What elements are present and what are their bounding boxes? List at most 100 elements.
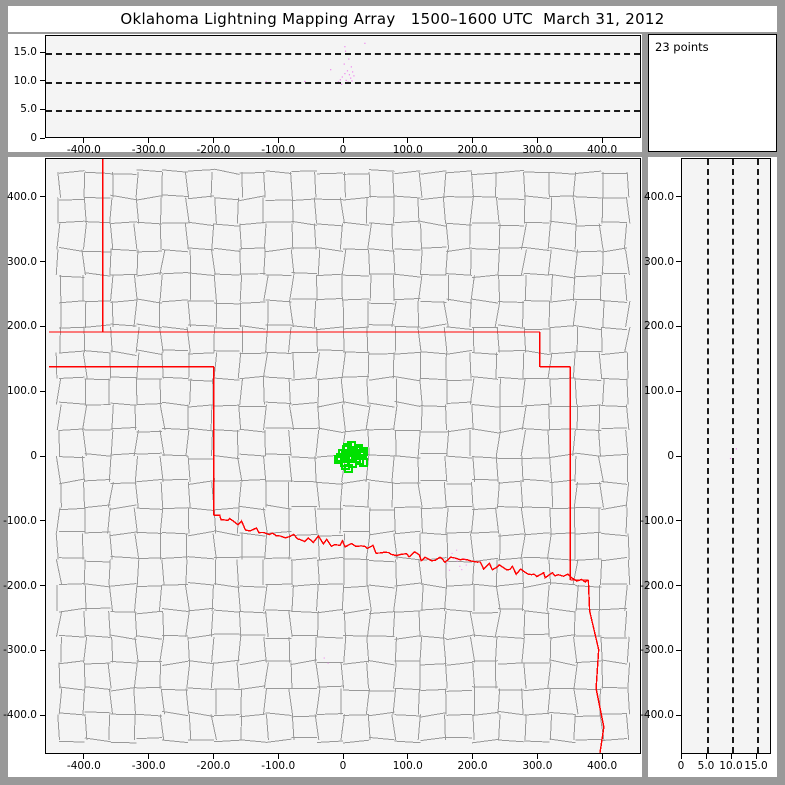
county-border bbox=[420, 404, 423, 431]
county-border bbox=[549, 532, 576, 535]
altitude-vs-east-plot[interactable] bbox=[45, 35, 641, 138]
county-border bbox=[135, 197, 140, 224]
x-tick bbox=[705, 754, 707, 759]
county-border bbox=[57, 714, 60, 741]
county-border bbox=[162, 271, 189, 275]
county-border bbox=[366, 662, 370, 689]
county-border bbox=[162, 454, 189, 457]
county-border bbox=[469, 352, 472, 379]
county-border bbox=[160, 688, 166, 715]
y-tick-label: 5.0 bbox=[20, 103, 37, 116]
county-border bbox=[601, 532, 628, 537]
county-border bbox=[58, 350, 85, 354]
county-border bbox=[317, 404, 321, 431]
county-border bbox=[572, 352, 576, 379]
county-border bbox=[189, 378, 192, 405]
county-border bbox=[497, 662, 524, 665]
county-border bbox=[572, 275, 576, 302]
county-border bbox=[288, 326, 292, 353]
county-border bbox=[317, 326, 344, 331]
county-border bbox=[445, 507, 449, 534]
county-border bbox=[82, 404, 88, 431]
y-tick bbox=[40, 80, 45, 82]
map-plot[interactable] bbox=[45, 158, 641, 754]
county-border bbox=[420, 405, 447, 408]
county-border bbox=[573, 481, 579, 508]
county-border bbox=[548, 559, 552, 586]
county-border bbox=[419, 533, 422, 560]
county-border bbox=[523, 197, 526, 224]
county-border bbox=[210, 714, 218, 741]
county-border bbox=[549, 711, 576, 715]
county-border bbox=[446, 273, 473, 276]
county-border bbox=[550, 197, 553, 224]
county-border bbox=[472, 714, 475, 741]
x-tick-label: 15.0 bbox=[744, 760, 768, 772]
county-border bbox=[162, 401, 189, 407]
county-border bbox=[317, 376, 344, 381]
county-border bbox=[394, 556, 421, 561]
county-border bbox=[342, 558, 369, 561]
county-border bbox=[393, 197, 395, 224]
county-border bbox=[82, 430, 87, 457]
county-border bbox=[59, 275, 62, 302]
county-border bbox=[394, 400, 421, 407]
county-border bbox=[213, 530, 240, 537]
county-border bbox=[470, 481, 474, 508]
source-point bbox=[461, 568, 463, 571]
county-border bbox=[58, 170, 85, 174]
county-border bbox=[472, 507, 498, 511]
y-tick bbox=[676, 714, 681, 716]
county-border bbox=[187, 711, 214, 718]
county-border bbox=[521, 559, 524, 586]
county-border bbox=[599, 275, 602, 302]
county-border bbox=[394, 248, 421, 251]
county-border bbox=[576, 326, 579, 353]
county-border bbox=[213, 609, 240, 613]
gridline-x-1 bbox=[732, 159, 734, 753]
county-border bbox=[342, 401, 369, 408]
flash-marker[interactable] bbox=[345, 452, 355, 462]
x-tick bbox=[148, 138, 150, 143]
county-border bbox=[288, 455, 293, 482]
county-border bbox=[547, 430, 550, 457]
y-tick bbox=[40, 108, 45, 110]
flash-marker[interactable] bbox=[343, 442, 353, 452]
altitude-vs-north-plot[interactable] bbox=[681, 158, 771, 754]
flash-marker[interactable] bbox=[357, 449, 367, 459]
county-border bbox=[523, 272, 550, 276]
county-border bbox=[497, 533, 524, 537]
county-border bbox=[445, 249, 449, 276]
county-border bbox=[625, 481, 630, 508]
county-border bbox=[239, 611, 266, 614]
county-border bbox=[291, 272, 318, 275]
page-title: Oklahoma Lightning Mapping Array 1500–16… bbox=[120, 10, 665, 28]
county-border bbox=[239, 428, 266, 433]
county-border bbox=[239, 375, 266, 380]
county-border bbox=[213, 583, 240, 589]
county-border bbox=[575, 585, 579, 611]
flash-marker[interactable] bbox=[341, 460, 351, 470]
county-border bbox=[55, 533, 59, 560]
x-tick-label: -300.0 bbox=[131, 760, 166, 772]
county-border bbox=[136, 323, 163, 329]
source-point bbox=[456, 560, 458, 562]
county-border bbox=[572, 559, 579, 586]
x-tick-label: 0 bbox=[339, 144, 347, 156]
county-border bbox=[110, 713, 137, 716]
y-tick-label: -200.0 bbox=[3, 579, 37, 592]
county-border bbox=[159, 714, 165, 741]
county-border bbox=[420, 532, 447, 536]
county-border bbox=[342, 608, 369, 615]
county-border bbox=[520, 507, 526, 534]
county-border bbox=[446, 170, 473, 174]
county-border bbox=[315, 275, 318, 302]
x-tick-label: -100.0 bbox=[261, 760, 296, 772]
county-border bbox=[290, 662, 293, 689]
county-border bbox=[317, 533, 320, 560]
county-border bbox=[317, 685, 344, 688]
county-border bbox=[624, 326, 631, 353]
county-border bbox=[574, 378, 578, 405]
county-border bbox=[472, 195, 498, 198]
y-tick-label: 15.0 bbox=[13, 46, 37, 59]
